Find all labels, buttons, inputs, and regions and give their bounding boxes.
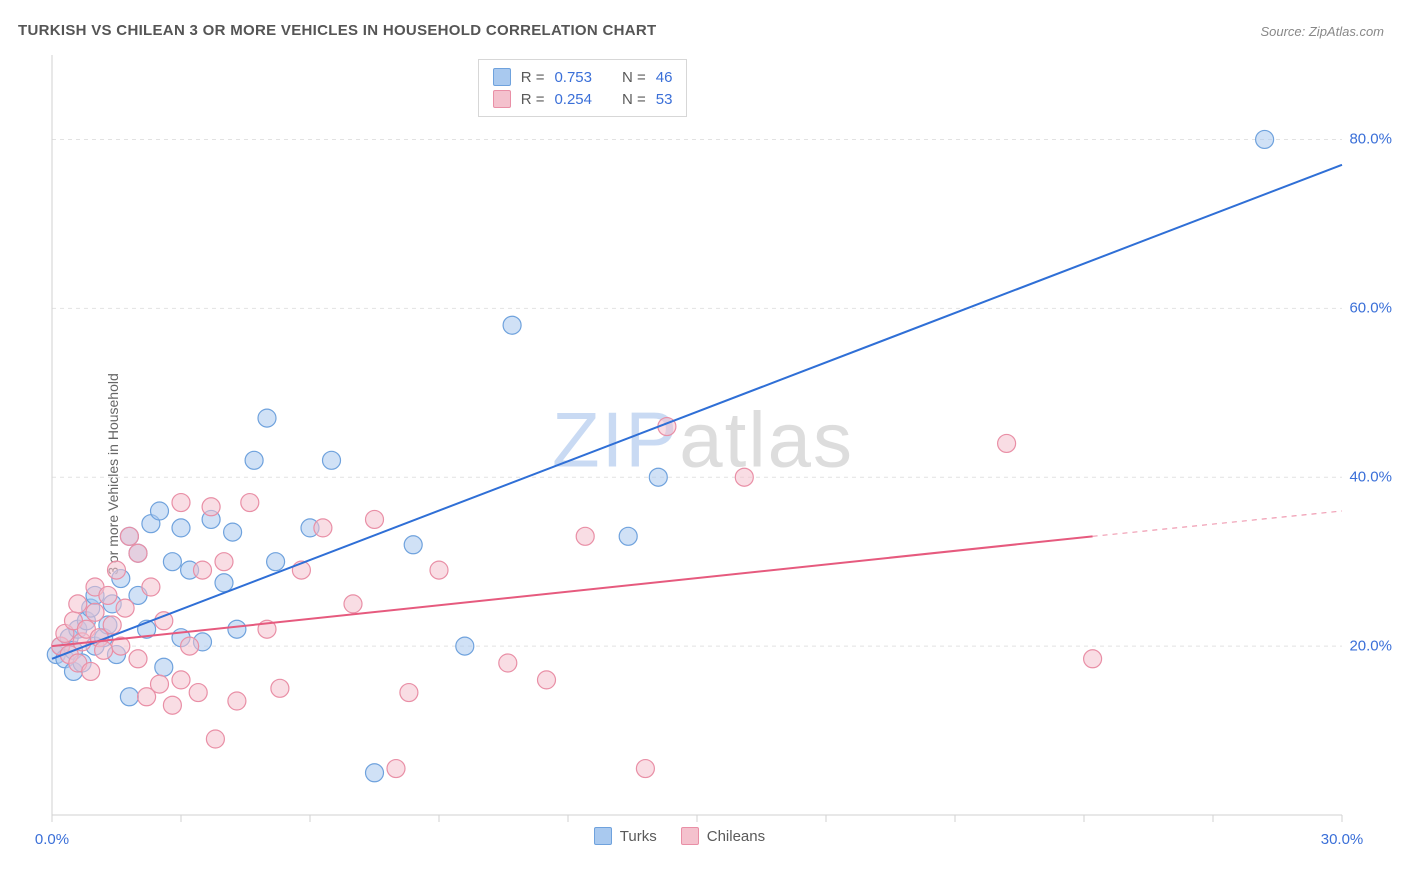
y-tick-label: 20.0% — [1349, 638, 1392, 655]
legend-item: Turks — [594, 827, 657, 845]
legend-label: Chileans — [707, 828, 765, 845]
stats-legend-box: R =0.753N =46R =0.254N =53 — [478, 59, 688, 117]
scatter-chart-svg — [0, 55, 1406, 892]
legend-item: Chileans — [681, 827, 765, 845]
series-swatch — [493, 68, 511, 86]
series-swatch — [493, 90, 511, 108]
chart-title: TURKISH VS CHILEAN 3 OR MORE VEHICLES IN… — [18, 22, 656, 39]
y-tick-label: 60.0% — [1349, 300, 1392, 317]
x-tick-label: 30.0% — [1321, 831, 1364, 848]
chart-container: 3 or more Vehicles in Household ZIPatlas… — [0, 55, 1406, 892]
y-tick-label: 40.0% — [1349, 469, 1392, 486]
y-tick-label: 80.0% — [1349, 131, 1392, 148]
legend-swatch — [594, 827, 612, 845]
legend-label: Turks — [620, 828, 657, 845]
source-attribution: Source: ZipAtlas.com — [1260, 24, 1384, 39]
x-tick-label: 0.0% — [35, 831, 69, 848]
stats-row: R =0.753N =46 — [493, 66, 673, 88]
legend-swatch — [681, 827, 699, 845]
stats-row: R =0.254N =53 — [493, 88, 673, 110]
series-legend: Turks Chileans — [594, 827, 765, 845]
